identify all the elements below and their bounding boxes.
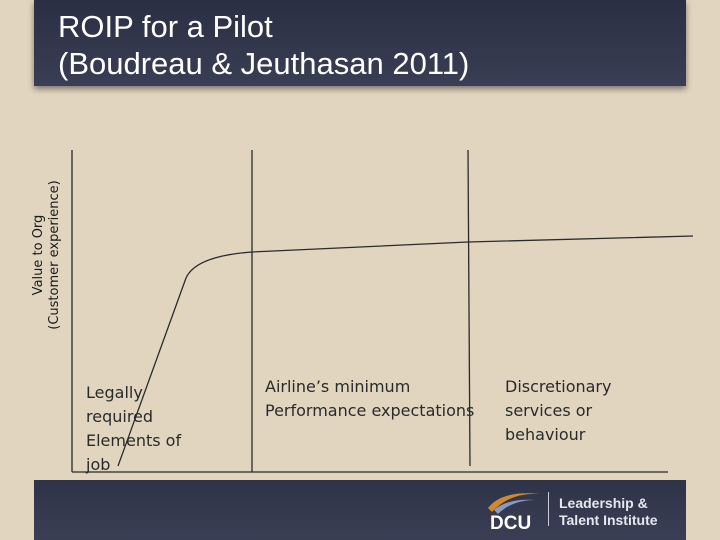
value-curve [117,235,694,467]
region-label-line: Legally [86,383,143,402]
region-label-line: job [86,455,111,474]
slide-title-line-2: (Boudreau & Jeuthasan 2011) [58,46,470,81]
title-bar: ROIP for a Pilot (Boudreau & Jeuthasan 2… [34,0,686,86]
institute-name-line-2: Talent Institute [559,512,658,528]
region-label-line: services or [505,401,593,420]
region-label-line: Discretionary [505,377,612,396]
region-label-discretionary: Discretionary services or behaviour [505,375,611,447]
region-label-legally-required: Legally required Elements of job [86,381,181,477]
institute-name: Leadership & Talent Institute [559,495,658,529]
dcu-logo-swoosh-icon [494,499,536,514]
slide-title-line-1: ROIP for a Pilot [58,9,273,44]
footer-bar: DCU Leadership & Talent Institute [34,480,686,540]
dcu-logo: DCU [488,493,540,534]
dcu-logo-swoosh-icon [488,493,540,512]
region-label-line: behaviour [505,425,586,444]
divider-discretionary [467,149,471,467]
institute-name-line-1: Leadership & [559,495,648,511]
region-label-minimum-performance: Airline’s minimum Performance expectatio… [265,375,474,423]
slide-title: ROIP for a Pilot (Boudreau & Jeuthasan 2… [58,8,469,82]
region-label-line: Elements of [86,431,182,450]
region-label-line: Performance expectations [265,401,475,420]
region-label-line: Airline’s minimum [265,377,411,396]
region-label-line: required [86,407,154,426]
logo-divider [548,492,549,526]
dcu-logo-text: DCU [490,513,531,534]
